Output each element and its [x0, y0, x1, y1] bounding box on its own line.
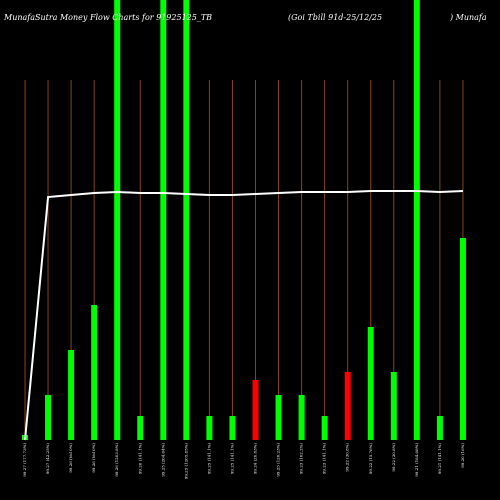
x-tick-label: 99.22 (15.76%)	[368, 443, 373, 475]
x-tick-label: 99.27 (177.73%)	[22, 443, 27, 477]
bar	[390, 372, 397, 440]
bar	[137, 416, 144, 440]
x-tick-label: 99.26 (141.1%)	[137, 443, 142, 475]
annotation: ) Munafa	[449, 13, 487, 22]
bar	[344, 372, 351, 440]
bar	[91, 305, 98, 440]
bar	[367, 327, 374, 440]
chart-subtitle: (Goi Tbill 91d-25/12/25	[288, 13, 382, 22]
x-tick-label: 99.27 (42.25%)	[45, 443, 50, 475]
bar	[229, 416, 236, 440]
x-tick-label: 99.22 (30.8%)	[391, 443, 396, 472]
x-tick-label: 99.21 (184.08%)	[414, 443, 419, 477]
bar	[459, 238, 466, 440]
bar	[298, 395, 305, 440]
x-tick-label: 99.23 (141.1%)	[322, 443, 327, 475]
line	[24, 190, 463, 441]
x-tick-label: 99.26 (Vol 0%)	[68, 443, 73, 473]
x-tick-label: 99.26 (Vol 0%)	[91, 443, 96, 473]
x-tick-label: 99.22 (30.8%)	[345, 443, 350, 472]
chart-title: MunafaSutra Money Flow Charts for 919251…	[3, 13, 212, 22]
bar	[160, 0, 167, 440]
x-tick-label: 99.25 (204.64%)	[160, 443, 165, 477]
bar	[275, 395, 282, 440]
x-tick-label: 99.20 (16%)	[460, 443, 465, 468]
x-tick-label: 99.23 (102.2%)	[299, 443, 304, 475]
bar	[252, 380, 259, 440]
x-tick-label: 99.26 (1203.8%)	[114, 443, 119, 477]
bar	[183, 0, 190, 440]
bar	[68, 350, 75, 440]
x-tick-label: 99.21 (141.1%)	[437, 443, 442, 475]
x-tick-label: 99.25 (141.1%)	[206, 443, 211, 475]
bar	[45, 395, 52, 440]
x-tick-label: 99.25 (141.1%)	[229, 443, 234, 475]
bar	[413, 0, 420, 440]
x-tick-label: 99.24 (20.83%)	[253, 443, 258, 475]
bar	[206, 416, 213, 440]
bar	[114, 0, 121, 440]
x-tick-label: 99.23 (120.23%)	[276, 443, 281, 477]
bar	[321, 416, 328, 440]
x-tick-label: 99.25 (1205.85%)	[183, 443, 188, 480]
bar	[436, 416, 443, 440]
